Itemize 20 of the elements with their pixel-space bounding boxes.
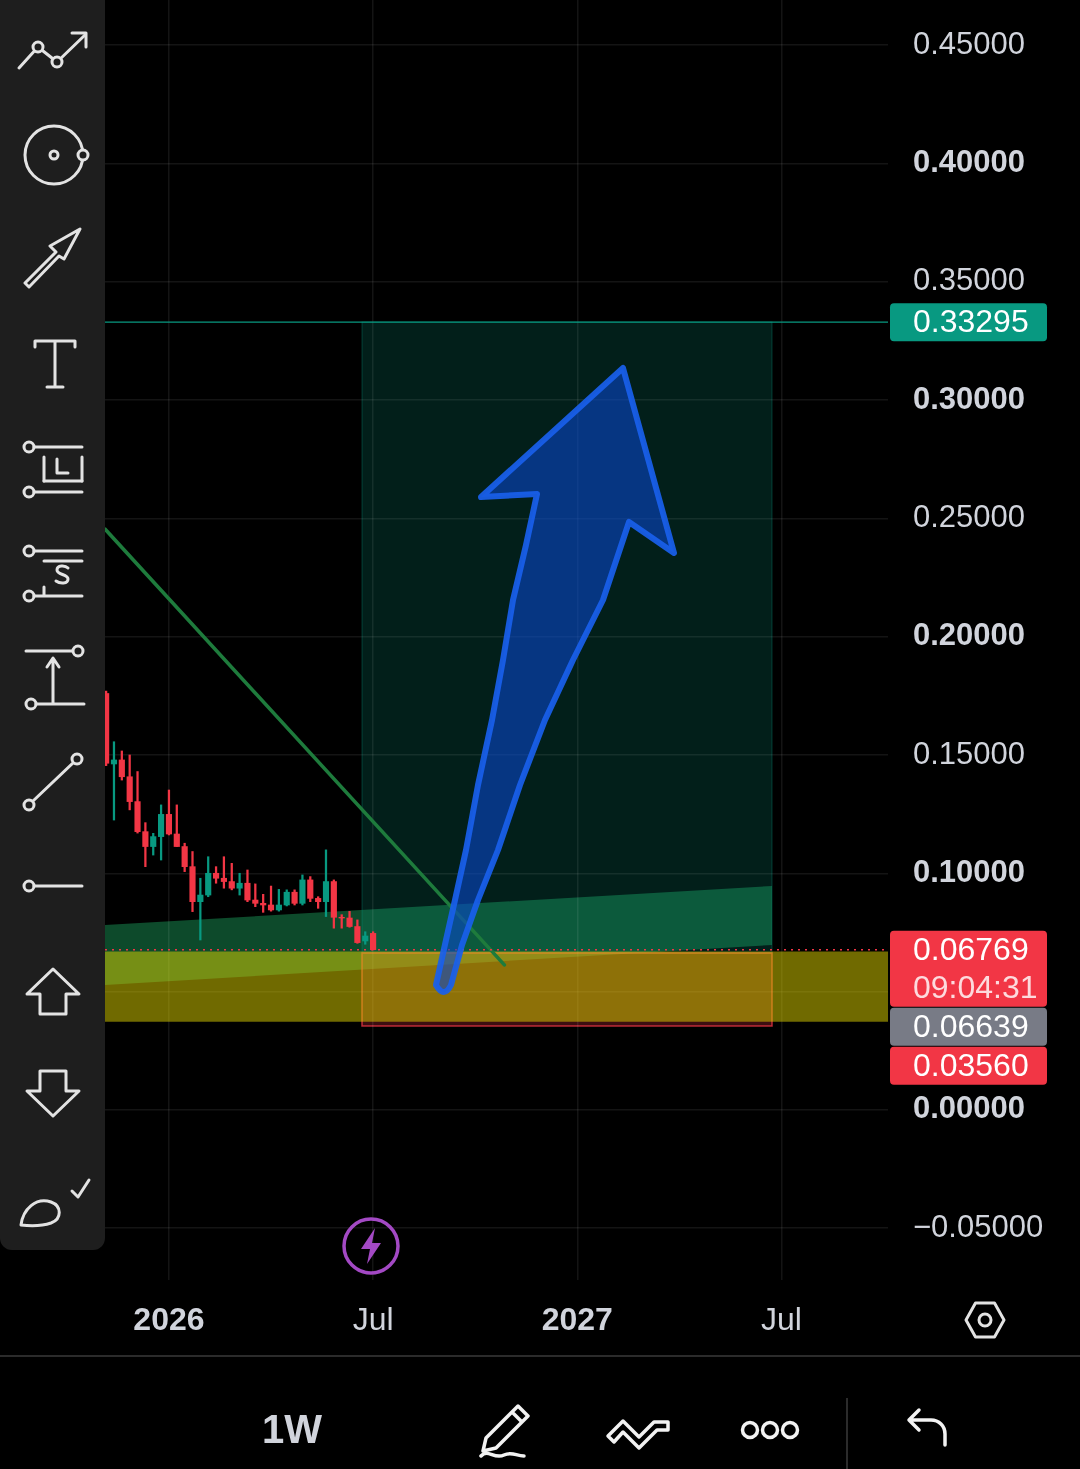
y-tick-label: 0.15000 — [913, 735, 1026, 771]
text: 0.03560 — [913, 1046, 1029, 1083]
y-tick-label: 0.10000 — [913, 853, 1026, 889]
text: 1W — [262, 1407, 322, 1452]
y-tick-label: 0.30000 — [913, 380, 1026, 416]
x-tick-label: Jul — [352, 1301, 394, 1338]
ref-line-label: 0.06769 09:04:31 — [913, 930, 1038, 1005]
y-tick-label: 0.35000 — [913, 262, 1026, 298]
y-tick-label: 0.45000 — [913, 25, 1026, 61]
ref-line-label: 0.33295 — [913, 302, 1029, 339]
y-tick-label: −0.05000 — [913, 1208, 1044, 1244]
y-tick-label: 0.40000 — [913, 144, 1026, 180]
x-tick-label: 2026 — [133, 1301, 205, 1338]
y-tick-label: 0.20000 — [913, 617, 1026, 653]
text: 0.06639 — [913, 1007, 1029, 1044]
x-tick-label: 2027 — [541, 1301, 613, 1338]
x-tick-label: Jul — [760, 1301, 802, 1338]
y-tick-label: 0.00000 — [913, 1090, 1026, 1126]
y-tick-label: 0.25000 — [913, 498, 1026, 534]
candlestick — [236, 872, 243, 896]
